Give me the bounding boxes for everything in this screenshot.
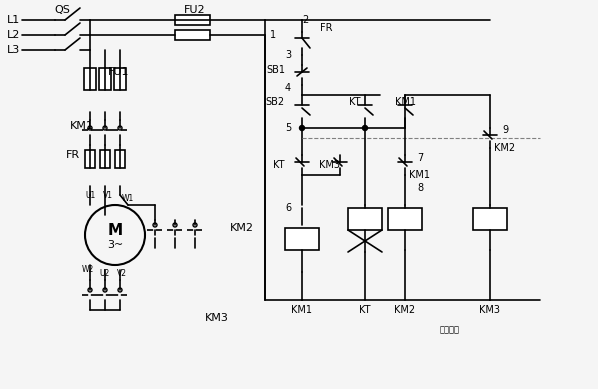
Text: 9: 9 xyxy=(502,125,508,135)
Text: FR: FR xyxy=(320,23,332,33)
Text: W1: W1 xyxy=(122,193,134,203)
Text: KM2: KM2 xyxy=(395,305,416,315)
Text: KT: KT xyxy=(273,160,285,170)
Bar xyxy=(84,68,96,90)
Text: U2: U2 xyxy=(100,268,110,277)
Circle shape xyxy=(300,126,304,130)
Text: KT: KT xyxy=(349,97,361,107)
Text: KM3: KM3 xyxy=(319,160,340,170)
Text: M: M xyxy=(108,223,123,238)
Text: KT: KT xyxy=(359,305,371,315)
Bar xyxy=(473,208,507,230)
Circle shape xyxy=(362,126,368,130)
Text: QS: QS xyxy=(54,5,70,15)
Text: 6: 6 xyxy=(285,203,291,213)
Text: KM3: KM3 xyxy=(480,305,501,315)
Text: U1: U1 xyxy=(85,191,95,200)
Bar xyxy=(348,208,382,230)
Bar xyxy=(175,15,210,25)
Bar xyxy=(175,30,210,40)
Bar xyxy=(114,68,126,90)
Text: 7: 7 xyxy=(417,153,423,163)
Text: 5: 5 xyxy=(285,123,291,133)
Text: L3: L3 xyxy=(7,45,20,55)
Text: V2: V2 xyxy=(117,268,127,277)
Text: KM1: KM1 xyxy=(291,305,313,315)
Text: 4: 4 xyxy=(285,83,291,93)
Text: KM2: KM2 xyxy=(495,143,515,153)
Text: FR: FR xyxy=(66,150,80,160)
Text: V1: V1 xyxy=(103,191,113,200)
Text: 2: 2 xyxy=(302,15,308,25)
Text: KM1: KM1 xyxy=(410,170,431,180)
Text: 3: 3 xyxy=(285,50,291,60)
Text: 电工天下: 电工天下 xyxy=(440,326,460,335)
Text: 8: 8 xyxy=(417,183,423,193)
Bar xyxy=(388,208,422,230)
Text: SB2: SB2 xyxy=(266,97,285,107)
Text: KM3: KM3 xyxy=(205,313,229,323)
Bar xyxy=(100,150,110,168)
Bar xyxy=(85,150,95,168)
Text: 1: 1 xyxy=(270,30,276,40)
Text: L1: L1 xyxy=(7,15,20,25)
Text: FU2: FU2 xyxy=(184,5,206,15)
Text: KM1: KM1 xyxy=(70,121,94,131)
Text: KM1: KM1 xyxy=(395,97,416,107)
Text: SB1: SB1 xyxy=(266,65,285,75)
Bar xyxy=(99,68,111,90)
Text: KM2: KM2 xyxy=(230,223,254,233)
Text: 3~: 3~ xyxy=(107,240,123,250)
Text: W2: W2 xyxy=(82,266,94,275)
Text: FU1: FU1 xyxy=(108,67,130,77)
Bar xyxy=(285,228,319,250)
Bar xyxy=(115,150,125,168)
Text: L2: L2 xyxy=(7,30,21,40)
